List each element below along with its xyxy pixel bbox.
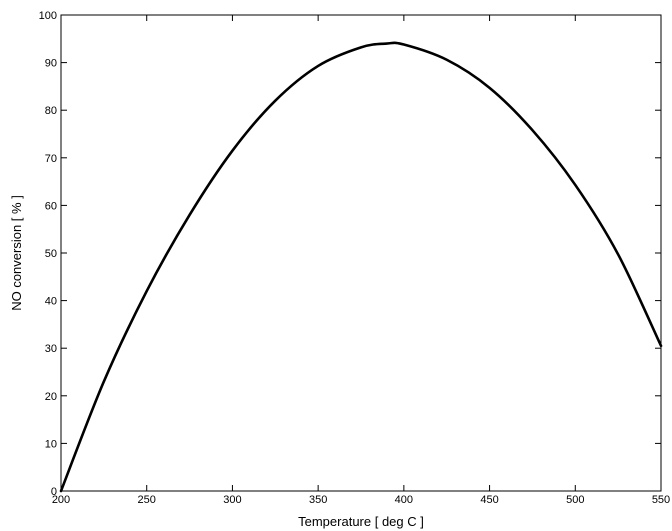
y-tick-label: 50 (45, 248, 57, 260)
y-tick-label: 80 (45, 105, 57, 117)
y-tick-label: 70 (45, 153, 57, 165)
y-tick-label: 20 (45, 391, 57, 403)
tick-labels: 200 250 300 350 400 450 500 550 0 10 20 30 40 50 60 70 8… (39, 10, 671, 506)
x-axis-label: Temperature [ deg C ] (298, 514, 424, 529)
x-tick-label: 400 (395, 494, 413, 506)
y-tick-label: 10 (45, 438, 57, 450)
x-tick-label: 200 (52, 494, 70, 506)
x-tick-label: 500 (566, 494, 584, 506)
x-tick-label: 350 (309, 494, 327, 506)
x-tick-label: 450 (480, 494, 498, 506)
y-tick-label: 0 (51, 486, 57, 498)
y-tick-label: 40 (45, 296, 57, 308)
plot-area-frame (60, 14, 662, 492)
series-line (59, 41, 663, 493)
y-tick-label: 30 (45, 343, 57, 355)
y-axis-label: NO conversion [ % ] (9, 195, 24, 311)
x-tick-label: 300 (223, 494, 241, 506)
x-tick-label: 250 (138, 494, 156, 506)
y-tick-label: 90 (45, 58, 57, 70)
y-tick-label: 100 (39, 10, 57, 22)
x-tick-label: 550 (652, 494, 670, 506)
y-tick-label: 60 (45, 200, 57, 212)
